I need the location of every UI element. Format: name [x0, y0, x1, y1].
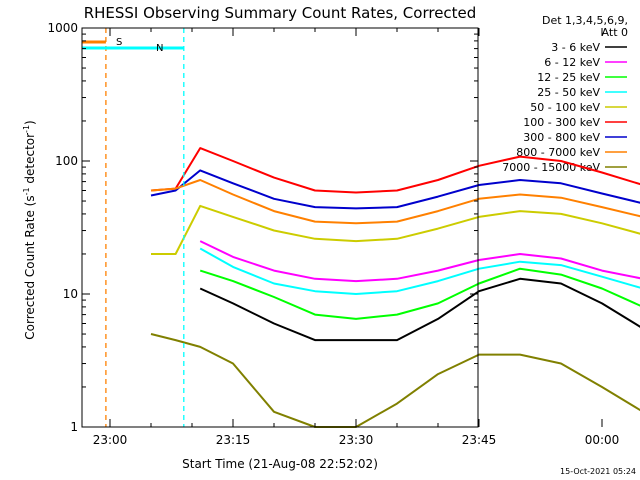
series-line-9 [150, 333, 640, 428]
legend-header-line: Att 0 [602, 26, 628, 39]
legend-label: 50 - 100 keV [530, 101, 600, 114]
plot-frame [81, 27, 479, 428]
series-line-3 [199, 267, 640, 320]
x-tick-label: 23:45 [462, 433, 497, 447]
y-tick-label: 100 [55, 154, 78, 168]
series-line-7 [150, 169, 640, 210]
plot-area: SN110100100023:0023:1523:3023:4500:0000:… [47, 21, 640, 447]
legend-label: 100 - 300 keV [523, 116, 600, 129]
legend-label: 3 - 6 keV [551, 41, 600, 54]
series-line-1 [199, 277, 640, 342]
night-flag-label: N [156, 43, 163, 54]
legend-label: 800 - 7000 keV [516, 146, 600, 159]
y-tick-label: 10 [63, 287, 78, 301]
chart-title: RHESSI Observing Summary Count Rates, Co… [84, 4, 477, 22]
x-tick-label: 00:00 [585, 433, 620, 447]
series-line-4 [199, 247, 640, 295]
y-tick-label: 1 [70, 420, 78, 434]
legend: Det 1,3,4,5,6,9,Att 03 - 6 keV 6 - 12 keV… [502, 14, 628, 174]
x-tick-label: 23:15 [216, 433, 251, 447]
x-tick-label: 23:00 [93, 433, 128, 447]
y-tick-label: 1000 [47, 21, 78, 35]
series-line-5 [151, 204, 640, 255]
legend-label: 25 - 50 keV [537, 86, 600, 99]
x-tick-label: 23:30 [339, 433, 374, 447]
legend-label: 6 - 12 keV [544, 56, 600, 69]
series-line-2 [199, 240, 640, 283]
footer-date: 15-Oct-2021 05:24 [560, 467, 636, 476]
series-line-8 [150, 179, 640, 225]
y-axis-label: Corrected Count Rate (s-1 detector-1) [22, 120, 37, 339]
legend-label: 300 - 800 keV [523, 131, 600, 144]
legend-label: 12 - 25 keV [537, 71, 600, 84]
saa-flag-label: S [116, 37, 122, 48]
x-axis-label: Start Time (21-Aug-08 22:52:02) [182, 457, 378, 471]
legend-header-line: Det 1,3,4,5,6,9, [542, 14, 628, 27]
series-line-6 [150, 147, 640, 194]
